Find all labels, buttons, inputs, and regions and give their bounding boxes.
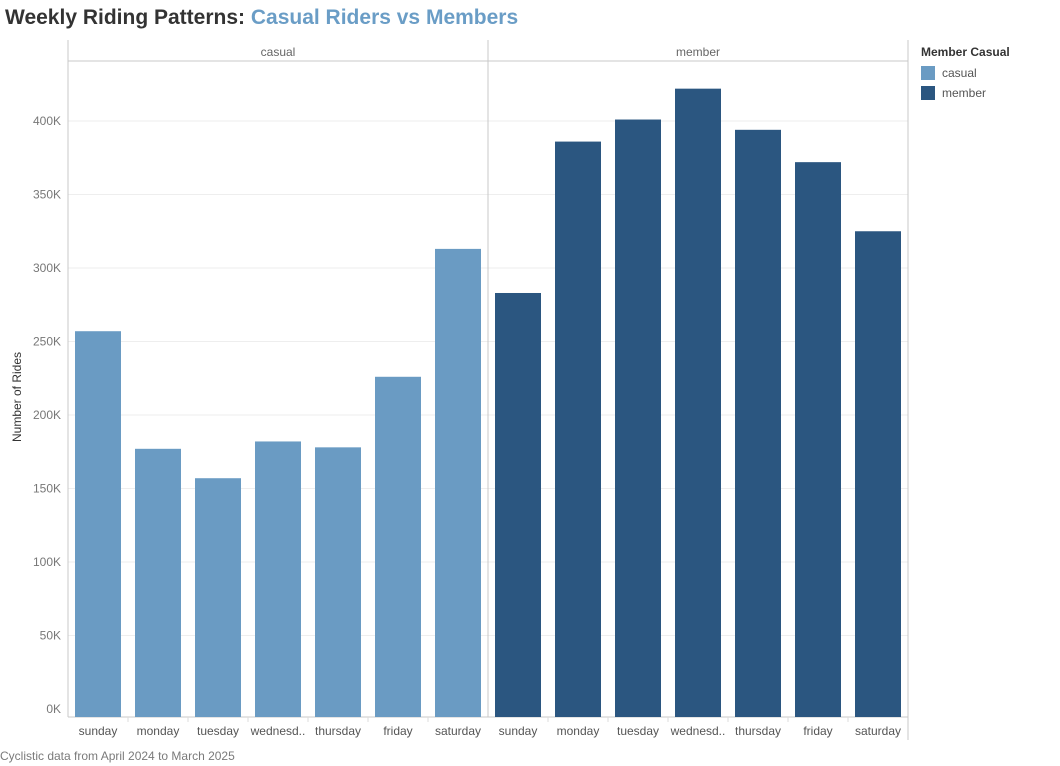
y-tick-label-2: 100K [33, 555, 61, 569]
panel-header-member: member [676, 45, 720, 59]
y-tick-label-6: 300K [33, 261, 61, 275]
bar-casual-4 [315, 447, 361, 717]
bar-member-2 [615, 119, 661, 717]
legend-label-casual: casual [942, 66, 977, 80]
footer-note: Cyclistic data from April 2024 to March … [0, 749, 235, 763]
panel-header-casual: casual [261, 45, 296, 59]
legend-item-member[interactable]: member [921, 83, 1010, 103]
bar-member-6 [855, 231, 901, 717]
bar-member-1 [555, 141, 601, 717]
legend-swatch-casual [921, 66, 935, 80]
legend-label-member: member [942, 86, 987, 100]
x-tick-label-casual-5: friday [383, 724, 412, 738]
bar-casual-3 [255, 441, 301, 717]
y-tick-label-4: 200K [33, 408, 61, 422]
x-tick-label-casual-6: saturday [435, 724, 481, 738]
legend-swatch-member [921, 86, 935, 100]
x-tick-label-casual-2: tuesday [197, 724, 239, 738]
y-tick-label-1: 50K [40, 629, 61, 643]
x-tick-label-member-6: saturday [855, 724, 901, 738]
x-tick-label-member-1: monday [557, 724, 600, 738]
bar-member-4 [735, 129, 781, 717]
y-tick-label-5: 250K [33, 335, 61, 349]
bar-casual-6 [435, 248, 481, 717]
x-tick-label-member-2: tuesday [617, 724, 659, 738]
bar-casual-0 [75, 331, 121, 717]
x-tick-label-casual-0: sunday [79, 724, 118, 738]
bar-casual-5 [375, 376, 421, 717]
x-tick-label-member-3: wednesd.. [670, 724, 726, 738]
bar-member-0 [495, 292, 541, 717]
y-axis-title: Number of Rides [10, 352, 24, 442]
chart-title-accent: Casual Riders vs Members [250, 6, 519, 29]
x-tick-label-member-0: sunday [499, 724, 538, 738]
bar-member-3 [675, 88, 721, 717]
x-tick-label-casual-3: wednesd.. [250, 724, 306, 738]
y-tick-label-0: 0K [46, 702, 61, 716]
y-tick-label-3: 150K [33, 482, 61, 496]
bar-casual-1 [135, 448, 181, 717]
legend-item-casual[interactable]: casual [921, 63, 1010, 83]
x-tick-label-casual-1: monday [137, 724, 180, 738]
chart-title-main: Weekly Riding Patterns: [5, 6, 246, 29]
y-tick-label-8: 400K [33, 114, 61, 128]
x-tick-label-member-5: friday [803, 724, 832, 738]
chart-title: Weekly Riding Patterns: Casual Riders vs… [5, 6, 518, 30]
legend: Member Casual casual member [921, 45, 1010, 103]
bar-member-5 [795, 162, 841, 717]
x-tick-label-casual-4: thursday [315, 724, 361, 738]
legend-title: Member Casual [921, 45, 1010, 59]
y-tick-label-7: 350K [33, 188, 61, 202]
bar-casual-2 [195, 478, 241, 717]
x-tick-label-member-4: thursday [735, 724, 781, 738]
